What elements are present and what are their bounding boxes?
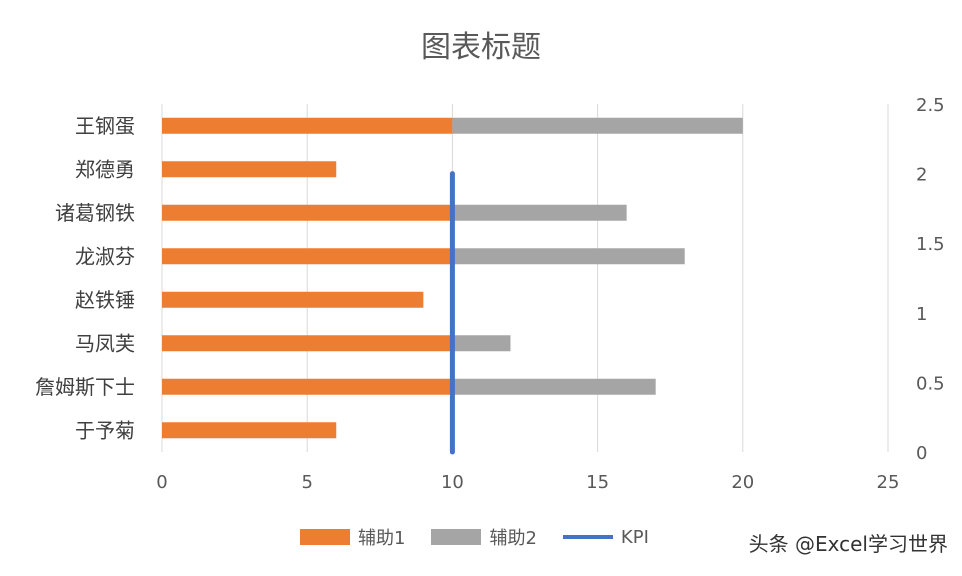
bar-series2-3 [452,248,685,265]
category-label-0: 王钢蛋 [75,114,135,138]
legend: 辅助1 辅助2 KPI [300,525,675,549]
y2-tick-label-4: 2 [916,165,927,186]
legend-label-series-1: 辅助1 [358,528,406,549]
bar-series1-5 [162,335,453,352]
watermark-text: 头条 @Excel学习世界 [748,532,948,556]
x-tick-label-5: 25 [877,472,900,493]
x-tick-label-4: 20 [731,472,754,493]
x-tick-label-1: 5 [301,472,312,493]
y2-tick-label-3: 1.5 [916,234,945,255]
category-label-4: 赵铁锤 [75,288,135,312]
legend-item-series-2: 辅助2 [431,524,537,550]
x-tick-label-3: 15 [586,472,609,493]
category-label-2: 诸葛钢铁 [55,201,135,225]
bar-series2-0 [452,117,743,134]
legend-label-series-2: 辅助2 [489,528,537,549]
x-tick-label-0: 0 [156,472,167,493]
legend-item-series-1: 辅助1 [300,524,405,550]
bar-series1-2 [162,204,453,221]
y2-tick-label-0: 0 [916,443,927,464]
bar-series1-1 [162,161,337,178]
bar-series1-3 [162,248,453,265]
bar-series1-6 [162,378,453,395]
category-label-6: 詹姆斯下士 [35,375,135,399]
bar-series1-0 [162,117,453,134]
legend-label-kpi: KPI [620,526,649,548]
bar-series2-6 [452,378,656,395]
category-label-7: 于予菊 [75,418,135,442]
y2-tick-label-5: 2.5 [916,95,945,116]
category-label-5: 马凤芙 [75,331,135,355]
legend-item-kpi: KPI [562,526,649,548]
chart-title: 图表标题 [421,30,541,65]
legend-swatch-series-2 [431,529,482,545]
y2-tick-label-2: 1 [916,304,927,325]
bar-series2-2 [452,204,627,221]
y2-tick-label-1: 0.5 [916,373,945,394]
legend-swatch-series-1 [300,529,350,545]
category-label-1: 郑德勇 [75,157,135,181]
category-label-3: 龙淑芬 [75,244,135,268]
legend-swatch-kpi [562,535,613,539]
bar-series1-4 [162,291,424,308]
x-tick-label-2: 10 [441,472,464,493]
bar-series2-5 [452,335,511,352]
bar-series1-7 [162,422,337,439]
